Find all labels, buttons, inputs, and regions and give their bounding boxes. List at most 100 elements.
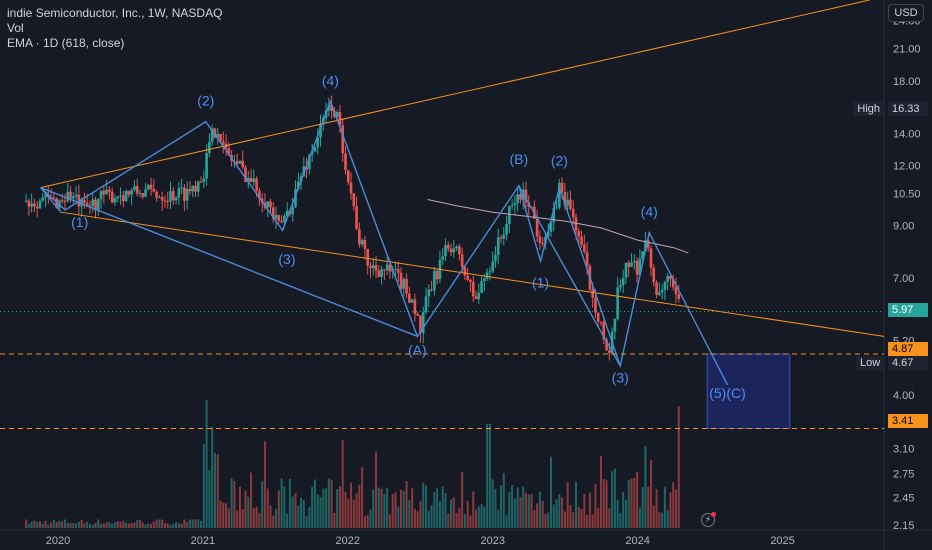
wave-label: (3) [612, 369, 629, 385]
candle-body [674, 287, 678, 295]
wave-label: (4) [641, 204, 658, 220]
volume-bar [108, 521, 111, 528]
candle-body [63, 200, 67, 202]
volume-bar [72, 523, 75, 528]
volume-bar [244, 490, 247, 528]
currency-button[interactable]: USD [888, 4, 924, 22]
volume-bar [225, 503, 228, 528]
candle-body [677, 294, 681, 299]
candle-body [205, 153, 208, 179]
candle-body [413, 299, 417, 315]
candle-body [344, 153, 347, 171]
candle-body [219, 133, 222, 142]
candle-body [271, 207, 275, 219]
y-tick-label: 7.00 [893, 273, 914, 285]
candle-body [427, 289, 431, 297]
candle-body [446, 245, 450, 249]
volume-bar [483, 506, 486, 528]
volume-bar [272, 515, 275, 528]
volume-bar [155, 519, 158, 528]
candle-body [99, 190, 103, 199]
volume-bar [505, 515, 508, 528]
volume-bar [547, 512, 550, 528]
flash-alert-icon[interactable]: ⚡ [701, 512, 716, 527]
volume-bar [402, 490, 405, 528]
volume-bar [386, 488, 389, 528]
candle-body [399, 272, 403, 289]
volume-bar [322, 488, 325, 528]
candle-body [624, 262, 628, 278]
candle-body [130, 189, 133, 195]
candle-body [466, 275, 469, 280]
volume-bar [186, 522, 189, 528]
volume-bar [422, 482, 425, 528]
volume-bar [575, 481, 578, 528]
candle-body [138, 193, 142, 195]
volume-bar [100, 524, 103, 528]
volume-bar [302, 500, 305, 528]
candle-body [383, 269, 386, 271]
volume-bar [188, 519, 191, 528]
volume-bar [152, 521, 155, 528]
candle-body [630, 262, 633, 267]
volume-bar [366, 515, 369, 528]
candle-body [560, 182, 564, 193]
volume-bar [561, 497, 564, 528]
volume-bar [241, 508, 244, 528]
volume-bar [330, 479, 333, 528]
candle-body [291, 207, 295, 215]
volume-bar [613, 468, 616, 528]
candle-body [619, 285, 622, 288]
volume-bar [372, 489, 375, 528]
candle-body [416, 314, 419, 316]
volume-bar [69, 523, 72, 528]
volume-bar [169, 524, 172, 528]
candle-body [66, 191, 70, 201]
elliott-wave-line [40, 186, 418, 337]
volume-bar [113, 522, 116, 528]
volume-bar [633, 477, 636, 528]
candle-body [113, 198, 117, 203]
candle-body [596, 312, 600, 322]
candle-body [513, 203, 517, 206]
candle-body [641, 251, 644, 259]
volume-bar [311, 486, 314, 528]
volume-bar [275, 508, 278, 528]
volume-bar [583, 493, 586, 528]
volume-bar [566, 482, 569, 528]
candle-body [244, 167, 247, 182]
volume-bar [205, 400, 208, 528]
volume-bar [624, 499, 627, 528]
volume-bar [647, 486, 650, 528]
volume-bar [133, 522, 136, 528]
candle-body [669, 275, 672, 280]
volume-bar [552, 504, 555, 528]
candle-body [421, 312, 425, 334]
candle-body [658, 292, 661, 295]
volume-bar [661, 512, 664, 528]
x-tick-label: 2025 [770, 535, 794, 547]
chart-legend: indie Semiconductor, Inc., 1W, NASDAQ Vo… [7, 6, 222, 51]
elliott-wave-line [40, 99, 729, 386]
candle-body [171, 191, 175, 201]
candle-body [174, 197, 178, 201]
candle-body [633, 260, 636, 263]
volume-bar [674, 489, 677, 528]
candle-body [88, 205, 92, 207]
x-tick-label: 2023 [480, 535, 504, 547]
volume-bar [213, 452, 216, 528]
candle-body [196, 181, 200, 192]
volume-bar [77, 521, 80, 528]
volume-bar [433, 492, 436, 528]
candle-body [396, 269, 400, 273]
volume-bar [88, 523, 91, 528]
volume-bar [258, 513, 261, 528]
volume-bar [413, 508, 416, 528]
volume-bar [466, 500, 469, 528]
candle-body [608, 350, 611, 353]
volume-bar [536, 503, 539, 528]
volume-bar [177, 523, 180, 528]
volume-bar [599, 456, 602, 528]
volume-bar [183, 519, 186, 528]
